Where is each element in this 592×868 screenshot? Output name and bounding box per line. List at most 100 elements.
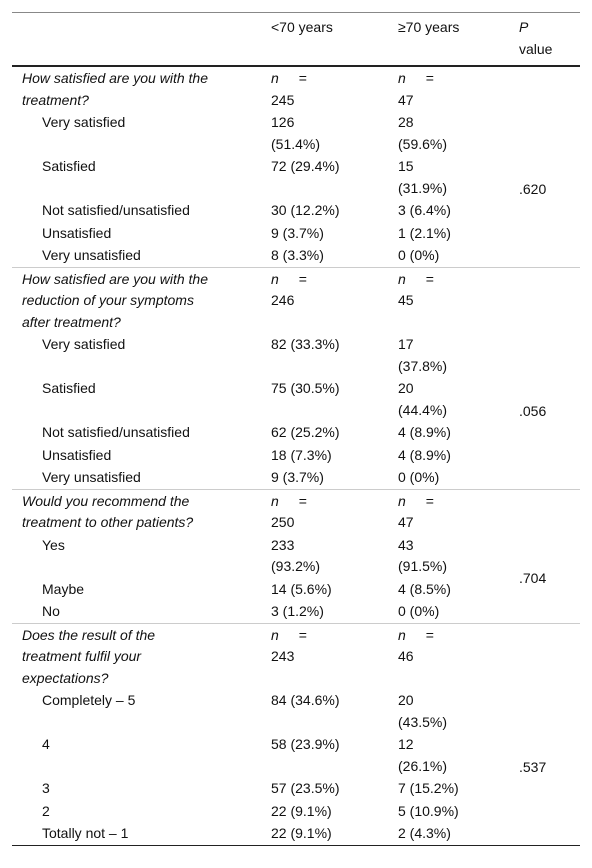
value-cell: 1 (2.1%) bbox=[398, 224, 451, 241]
question-row: Does the result of the treatment fulfil … bbox=[12, 622, 580, 689]
answer-label: Very unsatisfied bbox=[42, 247, 141, 263]
n-cell: n = 47 bbox=[389, 488, 510, 534]
value-cell: 12 (26.1%) bbox=[398, 736, 448, 774]
answer-label: Unsatisfied bbox=[42, 446, 112, 463]
n-value: 250 bbox=[271, 514, 295, 530]
p-value: .056 bbox=[519, 402, 547, 419]
n-count: n = 246 bbox=[271, 271, 307, 309]
answer-label: Satisfied bbox=[42, 158, 96, 174]
answer-row: Very unsatisfied 8 (3.3%) 0 (0%) bbox=[12, 244, 580, 267]
answer-row: Maybe 14 (5.6%) 4 (8.5%) bbox=[12, 578, 580, 601]
answer-label: Maybe bbox=[42, 580, 85, 597]
answer-row: 2 22 (9.1%) 5 (10.9%) bbox=[12, 800, 580, 823]
value-cell: 14 (5.6%) bbox=[271, 580, 332, 597]
n-symbol: n bbox=[271, 270, 279, 287]
n-cell: n = 46 bbox=[389, 622, 510, 689]
value-cell: 9 (3.7%) bbox=[271, 469, 324, 485]
value-cell: 30 (12.2%) bbox=[271, 202, 340, 218]
value-cell: 58 (23.9%) bbox=[271, 736, 340, 752]
n-value: 47 bbox=[398, 91, 414, 108]
p-symbol: P bbox=[519, 19, 529, 35]
value-cell: 20 (44.4%) bbox=[398, 380, 448, 418]
value-cell: 2 (4.3%) bbox=[398, 825, 451, 841]
n-value: 246 bbox=[271, 292, 295, 308]
question-cell: How satisfied are you with the reduction… bbox=[12, 266, 262, 333]
answer-row: Totally not – 1 22 (9.1%) 2 (4.3%) bbox=[12, 822, 580, 845]
n-symbol: n bbox=[398, 270, 406, 287]
n-count: n = 47 bbox=[398, 70, 434, 108]
question: Would you recommend the treatment to oth… bbox=[22, 492, 194, 531]
n-cell: n = 246 bbox=[262, 266, 389, 333]
n-count: n = 245 bbox=[271, 70, 307, 108]
answer-row: Not satisfied/unsatisfied 30 (12.2%) 3 (6.… bbox=[12, 199, 580, 222]
n-symbol: n bbox=[398, 626, 406, 643]
answer-label: Very satisfied bbox=[42, 336, 126, 352]
equals: = bbox=[425, 492, 434, 509]
n-value: 243 bbox=[271, 648, 295, 664]
question-row: How satisfied are you with the treatment… bbox=[12, 66, 580, 111]
equals: = bbox=[425, 70, 434, 86]
p-value: .537 bbox=[519, 758, 547, 775]
answer-label: No bbox=[42, 603, 60, 619]
empty-cell bbox=[510, 66, 580, 111]
equals: = bbox=[425, 626, 434, 643]
value-cell: 4 (8.5%) bbox=[398, 580, 451, 597]
empty-cell bbox=[510, 488, 580, 534]
equals: = bbox=[298, 626, 307, 643]
n-cell: n = 47 bbox=[389, 66, 510, 111]
value-cell: 72 (29.4%) bbox=[271, 158, 340, 174]
value-cell: 20 (43.5%) bbox=[398, 692, 448, 730]
equals: = bbox=[298, 70, 307, 86]
answer-row: Very unsatisfied 9 (3.7%) 0 (0%) bbox=[12, 466, 580, 489]
answer-label: 2 bbox=[42, 802, 50, 819]
header-cell: <70 years bbox=[262, 12, 389, 67]
answer-row: Completely – 5 84 (34.6%) 20 (43.5%) .537 bbox=[12, 689, 580, 775]
n-value: 46 bbox=[398, 648, 414, 664]
n-count: n = 47 bbox=[398, 493, 434, 531]
equals: = bbox=[298, 270, 307, 287]
answer-label: 3 bbox=[42, 780, 50, 796]
n-symbol: n bbox=[271, 492, 279, 509]
header-cell: ≥70 years bbox=[389, 12, 510, 67]
empty-cell bbox=[510, 622, 580, 689]
n-count: n = 243 bbox=[271, 627, 307, 665]
value-cell: 43 (91.5%) bbox=[398, 536, 448, 575]
answer-label: Not satisfied/unsatisfied bbox=[42, 202, 190, 218]
empty-cell bbox=[510, 266, 580, 333]
question-cell: Would you recommend the treatment to oth… bbox=[12, 488, 262, 534]
answer-label: Completely – 5 bbox=[42, 692, 136, 708]
answer-row: Satisfied 72 (29.4%) 15 (31.9%) bbox=[12, 155, 580, 199]
n-cell: n = 250 bbox=[262, 488, 389, 534]
question: How satisfied are you with the reduction… bbox=[22, 270, 208, 330]
n-cell: n = 245 bbox=[262, 66, 389, 111]
value-cell: 62 (25.2%) bbox=[271, 424, 340, 440]
question-cell: How satisfied are you with the treatment… bbox=[12, 66, 262, 111]
value-cell: 82 (33.3%) bbox=[271, 336, 340, 352]
p-word: value bbox=[519, 40, 553, 57]
n-cell: n = 45 bbox=[389, 266, 510, 333]
n-symbol: n bbox=[398, 492, 406, 509]
value-cell: 4 (8.9%) bbox=[398, 424, 451, 440]
n-cell: n = 243 bbox=[262, 622, 389, 689]
table-body: How satisfied are you with the treatment… bbox=[12, 66, 580, 845]
value-cell: 22 (9.1%) bbox=[271, 802, 332, 819]
value-cell: 9 (3.7%) bbox=[271, 224, 324, 241]
question-cell: Does the result of the treatment fulfil … bbox=[12, 622, 262, 689]
answer-row: Yes 233 (93.2%) 43 (91.5%) .704 bbox=[12, 534, 580, 586]
n-count: n = 250 bbox=[271, 493, 307, 531]
n-symbol: n bbox=[398, 70, 406, 86]
answer-label: 4 bbox=[42, 736, 50, 752]
answer-row: No 3 (1.2%) 0 (0%) bbox=[12, 600, 580, 623]
value-cell: 84 (34.6%) bbox=[271, 692, 340, 708]
answer-row: 3 57 (23.5%) 7 (15.2%) bbox=[12, 777, 580, 800]
value-cell: 7 (15.2%) bbox=[398, 780, 459, 796]
p-value: .620 bbox=[519, 180, 547, 197]
value-cell: 57 (23.5%) bbox=[271, 780, 340, 796]
answer-row: Not satisfied/unsatisfied 62 (25.2%) 4 (8.… bbox=[12, 421, 580, 444]
value-cell: 75 (30.5%) bbox=[271, 380, 340, 396]
answer-label: Very satisfied bbox=[42, 114, 126, 130]
n-value: 47 bbox=[398, 514, 414, 530]
